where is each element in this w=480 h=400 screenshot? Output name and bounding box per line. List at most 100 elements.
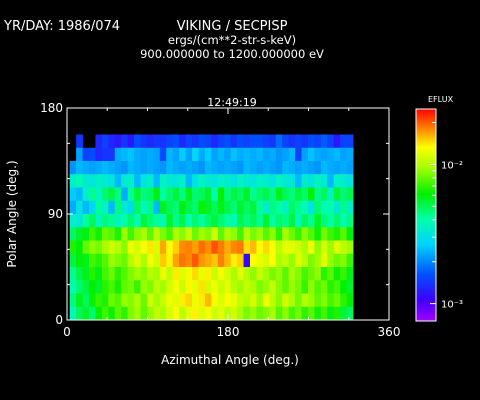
heatmap-cell	[295, 161, 302, 175]
heatmap-cell	[146, 280, 154, 294]
heatmap-cell	[307, 214, 315, 228]
heatmap-cell	[134, 306, 141, 321]
heatmap-cell	[256, 147, 264, 162]
heatmap-cell	[179, 134, 186, 149]
heatmap-cell	[327, 200, 335, 215]
heatmap-cell	[121, 174, 129, 188]
heatmap-cell	[140, 214, 148, 228]
heatmap-cell	[108, 214, 116, 228]
heatmap-cell	[127, 293, 135, 308]
heatmap-cell	[262, 240, 270, 255]
heatmap-cell	[314, 240, 322, 255]
heatmap-cell	[320, 240, 328, 255]
heatmap-cell	[224, 267, 232, 281]
heatmap-cell	[320, 147, 328, 162]
heatmap-cell	[140, 161, 148, 175]
heatmap-cell	[172, 280, 180, 294]
heatmap-cell	[314, 306, 322, 321]
heatmap-cell	[82, 227, 90, 241]
heatmap-cell	[159, 134, 167, 149]
heatmap-cell	[108, 147, 116, 162]
heatmap-cell	[295, 227, 302, 241]
heatmap-cell	[95, 293, 103, 308]
heatmap-cell	[230, 134, 238, 149]
heatmap-cell	[288, 147, 296, 162]
heatmap-cell	[295, 280, 302, 294]
heatmap-cell	[166, 200, 174, 215]
heatmap-cell	[340, 187, 347, 202]
heatmap-cell	[172, 293, 180, 308]
heatmap-cell	[301, 161, 309, 175]
heatmap-cell	[89, 280, 96, 294]
heatmap-cell	[185, 174, 193, 188]
heatmap-cell	[121, 240, 129, 255]
heatmap-cell	[140, 227, 148, 241]
heatmap-cell	[89, 174, 96, 188]
heatmap-cell	[89, 306, 96, 321]
heatmap-cell	[333, 134, 341, 149]
heatmap-cell	[275, 293, 283, 308]
heatmap-cell	[159, 293, 167, 308]
heatmap-cell	[262, 161, 270, 175]
heatmap-cell	[230, 240, 238, 255]
heatmap-cell	[185, 293, 193, 308]
colorbar-tick-label: 10⁻²	[441, 160, 463, 171]
heatmap-cell	[198, 227, 206, 241]
heatmap-cell	[314, 280, 322, 294]
heatmap-cell	[307, 187, 315, 202]
heatmap-cell	[185, 267, 193, 281]
heatmap-cell	[108, 253, 116, 268]
heatmap-cell	[89, 293, 96, 308]
heatmap-cell	[204, 227, 212, 241]
heatmap-cell	[256, 293, 264, 308]
heatmap-cell	[275, 267, 283, 281]
heatmap-cell	[204, 280, 212, 294]
heatmap-cell	[172, 174, 180, 188]
heatmap-cells	[69, 134, 354, 321]
heatmap-cell	[114, 200, 122, 215]
heatmap-cell	[108, 161, 116, 175]
heatmap-cell	[134, 214, 141, 228]
heatmap-cell	[346, 240, 354, 255]
heatmap-cell	[237, 174, 244, 188]
heatmap-cell	[269, 267, 277, 281]
heatmap-cell	[250, 174, 257, 188]
heatmap-cell	[250, 161, 257, 175]
heatmap-cell	[204, 293, 212, 308]
heatmap-cell	[95, 187, 103, 202]
heatmap-cell	[320, 267, 328, 281]
heatmap-cell	[327, 240, 335, 255]
heatmap-cell	[224, 280, 232, 294]
heatmap-cell	[230, 280, 238, 294]
heatmap-cell	[95, 227, 103, 241]
heatmap-cell	[217, 161, 225, 175]
heatmap-cell	[307, 134, 315, 149]
heatmap-cell	[327, 253, 335, 268]
heatmap-cell	[327, 174, 335, 188]
heatmap-cell	[340, 214, 347, 228]
heatmap-cell	[198, 280, 206, 294]
heatmap-cell	[320, 253, 328, 268]
heatmap-cell	[320, 280, 328, 294]
heatmap-cell	[192, 280, 199, 294]
heatmap-cell	[89, 240, 96, 255]
heatmap-cell	[127, 280, 135, 294]
heatmap-cell	[314, 267, 322, 281]
heatmap-cell	[69, 240, 77, 255]
heatmap-cell	[250, 147, 257, 162]
heatmap-cell	[288, 214, 296, 228]
heatmap-cell	[159, 306, 167, 321]
heatmap-cell	[224, 293, 232, 308]
heatmap-cell	[346, 306, 354, 321]
heatmap-cell	[243, 280, 251, 294]
heatmap-cell	[153, 240, 161, 255]
heatmap-cell	[134, 174, 141, 188]
heatmap-cell	[250, 293, 257, 308]
heatmap-cell	[340, 134, 347, 149]
heatmap-cell	[217, 267, 225, 281]
heatmap-cell	[82, 187, 90, 202]
heatmap-cell	[288, 267, 296, 281]
heatmap-cell	[146, 253, 154, 268]
heatmap-cell	[159, 267, 167, 281]
heatmap-cell	[69, 306, 77, 321]
